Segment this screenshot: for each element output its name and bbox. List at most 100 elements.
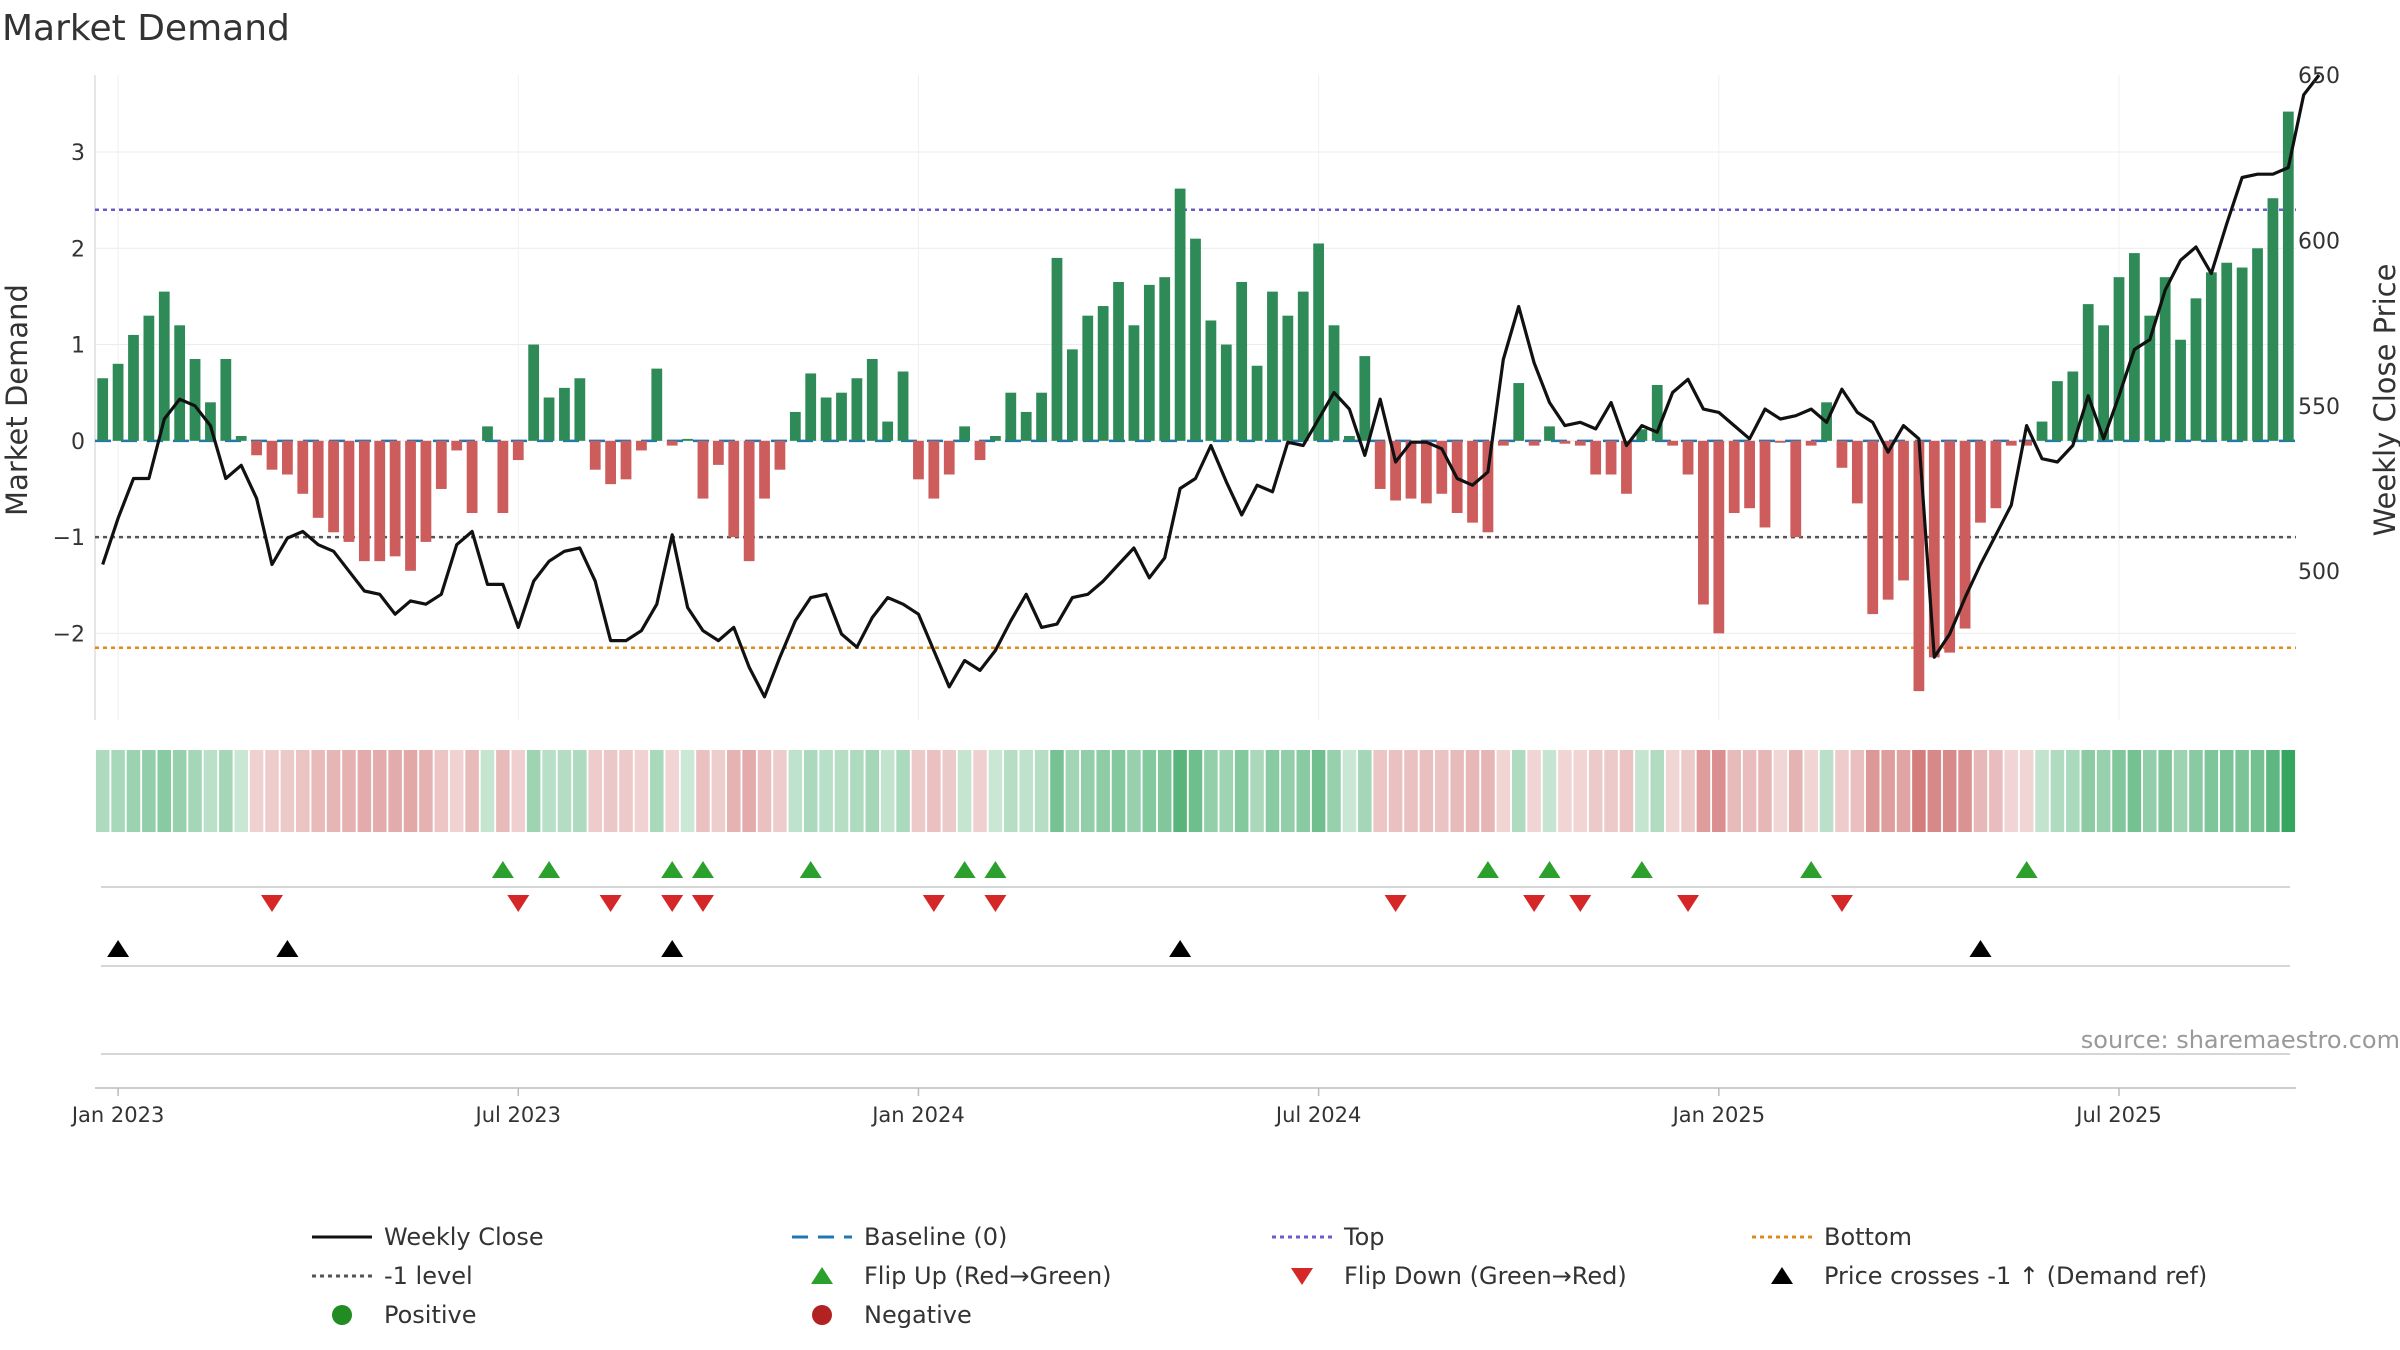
heat-cell	[1496, 750, 1511, 832]
heat-cell	[1050, 750, 1064, 832]
heat-cell	[1296, 750, 1311, 832]
heat-cell	[1758, 750, 1772, 832]
demand-bar	[1621, 440, 1632, 494]
demand-bar	[974, 440, 986, 461]
demand-bar	[559, 387, 570, 441]
heat-cell	[1450, 750, 1464, 832]
heat-cell	[588, 750, 602, 832]
demand-bar	[2252, 248, 2263, 441]
heat-cell	[1927, 750, 1942, 832]
demand-bar	[389, 440, 401, 557]
heat-cell	[1819, 750, 1834, 832]
flip-up-marker	[691, 861, 714, 878]
demand-bar	[743, 440, 755, 562]
y-tick-label: 2	[71, 237, 85, 262]
heat-cell	[1573, 750, 1588, 832]
demand-bar	[128, 334, 139, 441]
demand-bar	[728, 440, 740, 538]
demand-bar	[1297, 291, 1309, 441]
demand-bar	[174, 325, 186, 441]
demand-bar	[1975, 440, 1986, 523]
demand-bar	[636, 440, 647, 451]
demand-bar	[1898, 440, 1909, 581]
heat-cell	[1419, 750, 1434, 832]
flip-down-marker	[922, 895, 945, 912]
y-tick-label: 1	[71, 334, 85, 359]
demand-bar	[1020, 411, 1032, 441]
demand-bar	[451, 440, 463, 451]
heat-cell	[603, 750, 618, 832]
heat-cell	[357, 750, 372, 832]
heat-cell	[1004, 750, 1018, 832]
demand-bar	[928, 440, 940, 499]
flip-up-marker	[1538, 861, 1561, 878]
date-label: Jul 2024	[1274, 1103, 1361, 1127]
heat-cell	[1973, 750, 1988, 832]
heat-cell	[1650, 750, 1665, 832]
heat-cell	[2066, 750, 2080, 832]
heat-cell	[773, 750, 787, 832]
heat-cell	[557, 750, 572, 832]
demand-bar	[1805, 440, 1817, 446]
heat-cell	[1511, 750, 1526, 832]
heat-cell	[742, 750, 756, 832]
heat-cell	[111, 750, 125, 832]
demand-bar	[1236, 281, 1248, 441]
heat-cell	[1188, 750, 1203, 832]
demand-bar	[1790, 440, 1802, 538]
demand-bar	[1082, 315, 1094, 441]
heat-cell	[1850, 750, 1865, 832]
demand-bar	[420, 440, 432, 542]
y2-axis-ticks: 500 550 600 650	[2298, 64, 2340, 585]
flip-up-marker	[1476, 861, 1499, 878]
heat-cell	[234, 750, 248, 832]
demand-bar	[866, 358, 878, 441]
demand-bar	[466, 440, 478, 514]
demand-bar	[1774, 440, 1786, 443]
y2-tick-label: 650	[2298, 64, 2340, 89]
heat-cell	[1219, 750, 1234, 832]
demand-bar	[1497, 440, 1509, 446]
demand-bar	[1959, 440, 1971, 629]
date-label: Jul 2025	[2074, 1103, 2161, 1127]
heat-cell	[1665, 750, 1680, 832]
event-markers	[101, 861, 2290, 1055]
heat-cell	[1373, 750, 1387, 832]
heat-cell	[880, 750, 895, 832]
y-tick-label: 0	[71, 430, 85, 455]
demand-bar	[1313, 243, 1325, 441]
demand-bar	[1574, 440, 1586, 446]
heat-cell	[1712, 750, 1726, 832]
heat-cell	[1388, 750, 1403, 832]
demand-bar	[189, 358, 201, 441]
heat-cell	[2219, 750, 2234, 832]
demand-bar	[1836, 440, 1848, 468]
demand-bar	[1928, 440, 1940, 658]
demand-bar	[1205, 320, 1217, 441]
heat-cell	[311, 750, 325, 832]
flip-up-marker	[953, 861, 976, 878]
demand-bar	[405, 440, 416, 571]
price-line-group	[101, 74, 2321, 699]
demand-bar	[820, 397, 832, 441]
flip-up-marker	[1800, 861, 1823, 878]
demand-bar	[851, 378, 863, 441]
demand-bar	[1913, 440, 1925, 692]
y2-tick-label: 500	[2298, 560, 2340, 585]
demand-bar	[220, 358, 232, 441]
demand-bar	[2190, 298, 2202, 441]
heat-cell	[203, 750, 218, 832]
heat-cell	[172, 750, 187, 832]
demand-bar	[1097, 306, 1109, 441]
demand-bar	[1282, 315, 1294, 441]
flip-down-marker	[1384, 895, 1407, 912]
heat-cell	[1019, 750, 1033, 832]
source-credit: source: sharemaestro.com	[2081, 1026, 2400, 1054]
heat-cell	[2127, 750, 2142, 832]
heat-cell	[265, 750, 279, 832]
heat-cell	[296, 750, 310, 832]
legend-label: Baseline (0)	[864, 1223, 1007, 1251]
demand-bar	[2129, 253, 2140, 441]
heat-cell	[865, 750, 880, 832]
legend-label: Weekly Close	[384, 1223, 544, 1251]
